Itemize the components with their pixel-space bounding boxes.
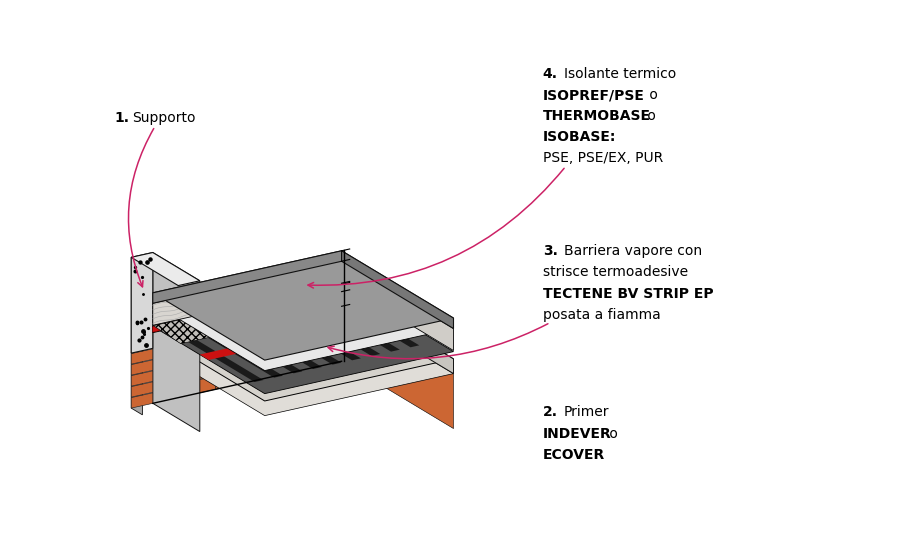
- Polygon shape: [153, 261, 454, 370]
- Polygon shape: [131, 393, 153, 408]
- Polygon shape: [248, 335, 279, 355]
- Text: PSE, PSE/EX, PUR: PSE, PSE/EX, PUR: [543, 151, 663, 165]
- Polygon shape: [342, 261, 454, 350]
- Polygon shape: [243, 309, 341, 364]
- Polygon shape: [166, 326, 264, 382]
- Polygon shape: [184, 322, 283, 378]
- Polygon shape: [184, 335, 216, 355]
- Polygon shape: [200, 312, 398, 360]
- Text: 1.: 1.: [115, 112, 130, 125]
- Polygon shape: [283, 300, 381, 356]
- Text: 3.: 3.: [543, 244, 557, 258]
- Text: TECTENE BV STRIP EP: TECTENE BV STRIP EP: [543, 287, 713, 301]
- Polygon shape: [131, 349, 153, 364]
- Text: Isolante termico: Isolante termico: [563, 66, 676, 81]
- Polygon shape: [153, 292, 454, 401]
- Polygon shape: [184, 376, 216, 396]
- Polygon shape: [155, 287, 339, 332]
- Polygon shape: [153, 292, 342, 348]
- Text: 2.: 2.: [543, 405, 558, 419]
- Text: ISOPREF/PSE: ISOPREF/PSE: [543, 88, 644, 102]
- Polygon shape: [342, 306, 454, 429]
- Polygon shape: [184, 349, 216, 369]
- Polygon shape: [310, 348, 342, 368]
- Polygon shape: [153, 251, 342, 304]
- Polygon shape: [153, 284, 346, 330]
- Polygon shape: [310, 307, 342, 327]
- Polygon shape: [342, 284, 370, 301]
- Polygon shape: [153, 284, 342, 326]
- Polygon shape: [131, 252, 153, 353]
- Polygon shape: [216, 342, 248, 362]
- Text: ISOBASE:: ISOBASE:: [543, 129, 616, 144]
- Polygon shape: [204, 318, 302, 373]
- Polygon shape: [263, 305, 361, 360]
- Polygon shape: [279, 341, 310, 362]
- Polygon shape: [279, 314, 310, 334]
- Polygon shape: [153, 285, 454, 394]
- Polygon shape: [153, 252, 200, 431]
- Text: ECOVER: ECOVER: [543, 448, 605, 462]
- Polygon shape: [279, 327, 310, 348]
- Polygon shape: [321, 292, 419, 347]
- Polygon shape: [153, 383, 184, 403]
- Text: Primer: Primer: [563, 405, 609, 419]
- Text: strisce termoadesive: strisce termoadesive: [543, 265, 688, 279]
- Polygon shape: [153, 285, 342, 332]
- Polygon shape: [153, 306, 454, 416]
- Polygon shape: [131, 257, 142, 415]
- Text: posata a fiamma: posata a fiamma: [543, 307, 661, 322]
- Polygon shape: [248, 321, 279, 341]
- Polygon shape: [310, 335, 342, 355]
- Polygon shape: [131, 360, 153, 375]
- Polygon shape: [153, 342, 184, 362]
- Text: o: o: [644, 109, 656, 123]
- Polygon shape: [216, 369, 248, 390]
- Polygon shape: [224, 313, 322, 369]
- Polygon shape: [216, 328, 248, 348]
- Polygon shape: [153, 261, 342, 325]
- Text: 4.: 4.: [543, 66, 558, 81]
- Polygon shape: [342, 251, 454, 329]
- Text: INDEVER: INDEVER: [543, 427, 611, 441]
- Polygon shape: [184, 362, 216, 382]
- Polygon shape: [131, 382, 153, 397]
- Polygon shape: [131, 371, 153, 386]
- Text: Barriera vapore con: Barriera vapore con: [563, 244, 702, 258]
- Text: Supporto: Supporto: [132, 112, 195, 125]
- Polygon shape: [216, 355, 248, 375]
- Polygon shape: [342, 292, 454, 374]
- Polygon shape: [153, 285, 342, 332]
- Polygon shape: [302, 296, 400, 351]
- Polygon shape: [153, 283, 370, 344]
- Polygon shape: [310, 320, 342, 341]
- Polygon shape: [279, 355, 310, 375]
- Polygon shape: [131, 252, 200, 286]
- Polygon shape: [153, 369, 184, 390]
- Polygon shape: [153, 356, 184, 376]
- Polygon shape: [248, 348, 279, 368]
- Polygon shape: [248, 362, 279, 382]
- Polygon shape: [153, 251, 454, 360]
- Text: o: o: [605, 427, 617, 441]
- Text: o: o: [645, 88, 658, 102]
- Text: THERMOBASE: THERMOBASE: [543, 109, 651, 123]
